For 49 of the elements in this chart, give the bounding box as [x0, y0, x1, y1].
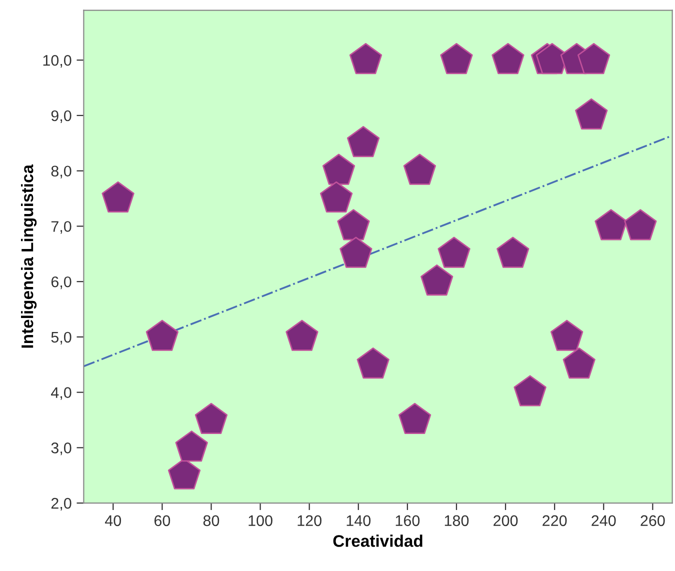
point [340, 236, 372, 268]
y-tick-label: 10,0 [43, 54, 72, 68]
y-tick-label: 5,0 [51, 332, 72, 344]
x-tick-label: 260 [640, 515, 665, 526]
point [102, 181, 134, 213]
y-axis-title: Inteligencia Linguistica [21, 164, 37, 348]
y-tick-label: 3,0 [51, 442, 72, 456]
point [496, 236, 530, 268]
point [356, 348, 390, 379]
point [337, 209, 370, 240]
y-tick-label: 9,0 [51, 110, 72, 123]
x-tick-label: 140 [346, 515, 371, 526]
point [322, 154, 356, 185]
y-tick-label: 4,0 [51, 387, 72, 400]
point [146, 320, 179, 351]
y-tick-label: 7,0 [51, 221, 72, 234]
point [624, 209, 657, 240]
x-tick-label: 240 [592, 515, 616, 526]
x-tick-label: 160 [396, 515, 420, 526]
point [420, 264, 454, 296]
point [550, 320, 584, 351]
point [440, 42, 473, 74]
x-tick-label: 180 [444, 515, 469, 526]
point [398, 402, 432, 434]
point [514, 375, 546, 406]
x-tick-label: 220 [542, 515, 567, 526]
point [349, 42, 382, 74]
point [562, 348, 596, 379]
point [577, 42, 610, 74]
point [346, 126, 380, 158]
x-tick-label: 100 [248, 515, 272, 526]
point [175, 430, 208, 462]
x-axis-title: Creatividad [333, 534, 422, 547]
point [438, 236, 470, 268]
x-tick-label: 120 [298, 515, 322, 526]
y-tick-label: 2,0 [51, 498, 72, 511]
y-tick-label: 6,0 [51, 276, 72, 290]
x-tick-label: 60 [154, 515, 170, 526]
point [575, 98, 608, 130]
point [320, 181, 353, 213]
point [594, 209, 628, 240]
x-tick-label: 80 [203, 515, 220, 526]
point [286, 320, 318, 351]
y-tick-label: 8,0 [51, 166, 72, 178]
point [194, 402, 228, 434]
x-tick-label: 200 [494, 515, 518, 526]
point [492, 42, 524, 74]
point [403, 154, 436, 185]
x-tick-label: 40 [104, 515, 122, 526]
